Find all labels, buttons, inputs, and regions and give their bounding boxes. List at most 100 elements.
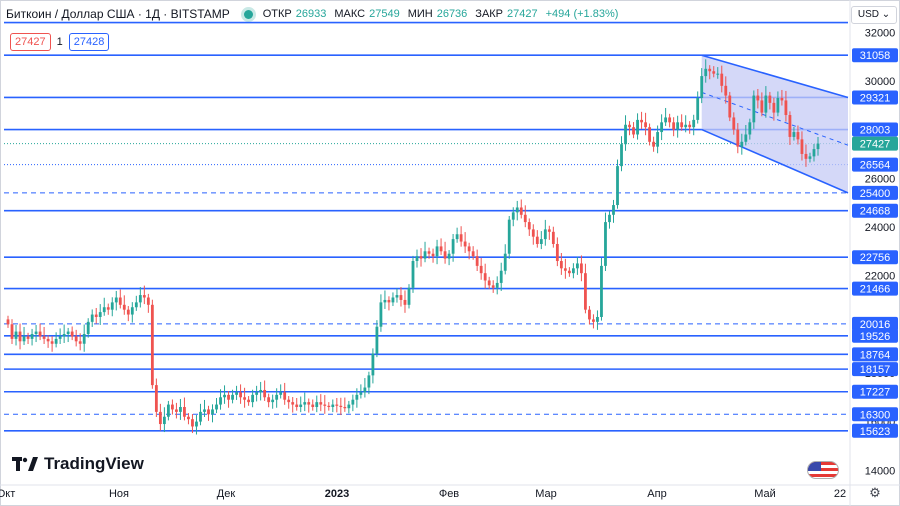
candle: [547, 225, 551, 240]
candle-body: [620, 144, 623, 167]
candle: [471, 246, 475, 260]
candle-body: [451, 239, 455, 254]
buy-price-button[interactable]: 27428: [68, 33, 110, 51]
candle-body: [539, 239, 543, 244]
candle-body: [191, 419, 194, 427]
candle-body: [118, 297, 122, 305]
candle-body: [162, 416, 166, 425]
candle-body: [375, 326, 379, 354]
candle: [604, 212, 607, 271]
level-tag-text: 21466: [860, 284, 891, 296]
sell-price-button[interactable]: 27427: [10, 33, 51, 51]
candle-body: [487, 280, 491, 286]
currency-label: USD: [857, 9, 879, 20]
candle: [596, 310, 599, 330]
candle: [744, 125, 748, 146]
candle-body: [102, 307, 106, 313]
candle-body: [431, 253, 435, 257]
candle-body: [82, 334, 86, 344]
candle: [680, 114, 684, 131]
candle-body: [708, 68, 712, 72]
candle: [315, 395, 319, 413]
candle-body: [54, 338, 58, 344]
candle-body: [423, 251, 427, 259]
candle: [219, 389, 222, 410]
candle: [475, 249, 479, 271]
candle: [78, 333, 82, 351]
candle: [183, 397, 186, 421]
candle: [487, 276, 491, 289]
candle-body: [503, 253, 507, 271]
candle: [451, 234, 455, 262]
candle: [367, 371, 371, 395]
level-tag-text: 22756: [860, 252, 891, 264]
candles: [6, 59, 820, 435]
candle-body: [114, 297, 118, 303]
candle: [515, 200, 519, 221]
candle: [138, 287, 142, 308]
candle-body: [527, 222, 531, 230]
level-tag-bg: [852, 316, 898, 331]
gear-icon[interactable]: ⚙: [869, 485, 881, 500]
level-tag-text: 31058: [860, 50, 891, 62]
candle: [391, 292, 395, 307]
time-tick-label: Окт: [0, 488, 15, 500]
candle: [323, 395, 327, 414]
candle: [704, 59, 708, 83]
candle-body: [736, 129, 740, 147]
candle-body: [154, 385, 158, 412]
candle: [383, 290, 387, 309]
candle-body: [748, 122, 752, 135]
candle: [788, 111, 792, 145]
candle-body: [42, 336, 46, 339]
level-tag-text: 19526: [860, 331, 891, 343]
candle-body: [580, 263, 583, 274]
candle: [70, 326, 74, 341]
candle: [375, 320, 379, 358]
candle: [543, 219, 547, 246]
level-price-tag: 24668: [852, 203, 898, 218]
candle-body: [219, 397, 222, 405]
last-price-tag: 27427: [852, 136, 898, 151]
tradingview-logo[interactable]: TradingView: [12, 454, 144, 474]
candle: [780, 89, 784, 106]
currency-dropdown[interactable]: USD ⌄: [851, 6, 897, 24]
candle: [191, 414, 194, 434]
level-tag-text: 25400: [860, 188, 891, 200]
candle: [531, 224, 535, 245]
candle-body: [571, 268, 575, 274]
candle-body: [122, 304, 126, 310]
ohlc-high-value: 27549: [369, 8, 400, 20]
candle-body: [792, 132, 796, 137]
candle: [82, 324, 86, 352]
candle: [10, 319, 14, 344]
candle: [371, 348, 375, 384]
candle-body: [563, 268, 567, 271]
candle: [768, 91, 772, 110]
candle-body: [588, 309, 591, 320]
level-tag-text: 17227: [860, 387, 891, 399]
candle: [571, 263, 575, 279]
time-axis[interactable]: Окт Ноя Дек 2023 Фев Мар Апр Май 22: [0, 484, 900, 500]
candle: [535, 230, 539, 248]
candle: [146, 293, 150, 313]
symbol-title[interactable]: Биткоин / Доллар США · 1Д · BITSTAMP: [6, 7, 230, 21]
candle-body: [14, 331, 18, 339]
candle-body: [279, 392, 283, 395]
candle: [708, 65, 712, 80]
candle-body: [479, 265, 483, 274]
ohlc-close-label: ЗАКР: [475, 8, 504, 20]
candle: [519, 199, 523, 219]
candle: [792, 126, 796, 141]
candle: [239, 384, 242, 404]
candle-body: [383, 299, 387, 303]
candle-body: [146, 297, 150, 305]
candle-body: [263, 389, 267, 398]
candle: [363, 378, 367, 398]
candle-body: [788, 115, 792, 137]
us-flag-icon[interactable]: [807, 461, 839, 479]
candle-body: [495, 282, 499, 288]
candle: [46, 335, 50, 348]
candle: [307, 398, 311, 413]
